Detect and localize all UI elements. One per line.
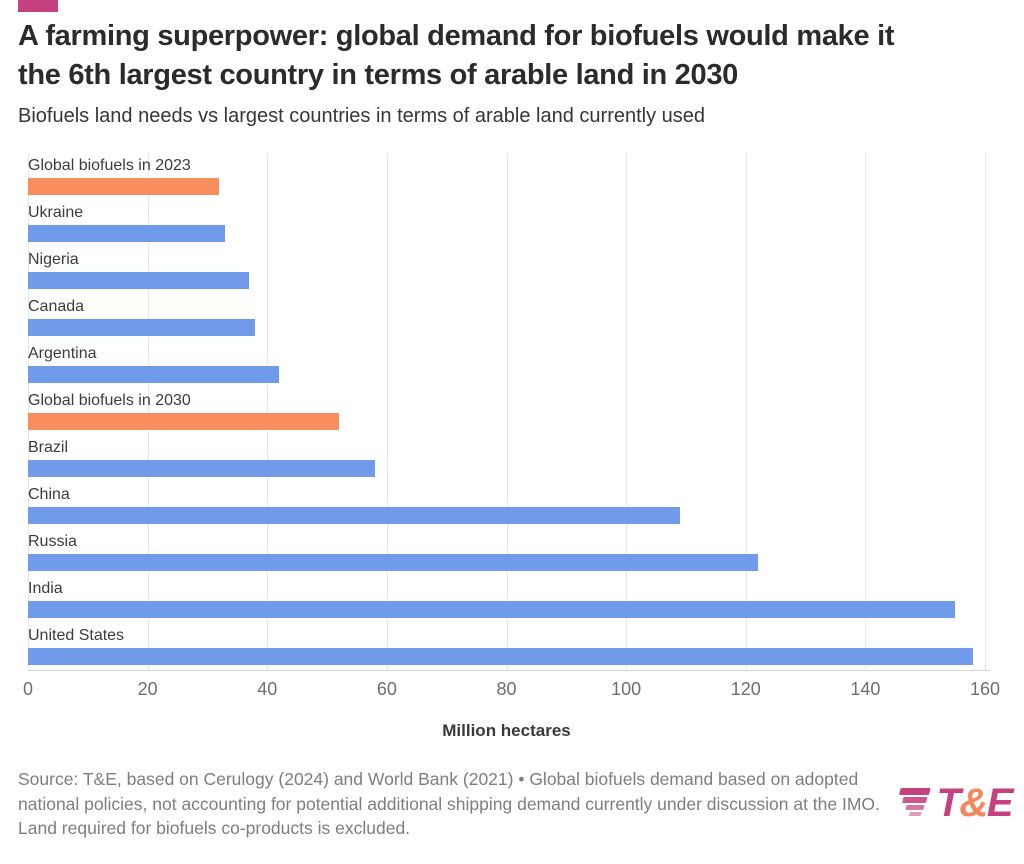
gridline-x-160	[985, 153, 986, 670]
bar-global-biofuels-in-2023	[28, 178, 220, 195]
bar-canada	[28, 319, 256, 336]
x-tick-label: 0	[22, 679, 34, 699]
x-tick-label: 140	[850, 679, 881, 699]
chart-title-line-1: A farming superpower: global demand for …	[18, 20, 895, 52]
category-label: Canada	[28, 298, 85, 315]
x-tick-label: 120	[730, 679, 761, 699]
gridline-x-100	[626, 153, 628, 670]
category-label: Argentina	[28, 345, 97, 362]
bar-china	[28, 507, 680, 524]
speed-line-2	[902, 797, 928, 803]
chart-title: A farming superpower: global demand for …	[18, 17, 1010, 95]
category-label: Global biofuels in 2030	[28, 392, 191, 409]
gridline-x-60	[386, 153, 388, 670]
category-label: United States	[28, 627, 125, 644]
bar-argentina	[28, 366, 280, 383]
chart-row: Argentina	[0, 341, 1024, 388]
chart-row: Brazil	[0, 435, 1024, 482]
te-logo-ampersand: &	[959, 781, 988, 825]
te-logo-speed-lines-icon	[890, 788, 932, 818]
x-tick-label: 20	[137, 679, 158, 699]
te-logo-letter-t: T	[936, 781, 960, 825]
x-tick-label: 40	[257, 679, 278, 699]
chart-subtitle: Biofuels land needs vs largest countries…	[18, 105, 706, 127]
source-note: Source: T&E, based on Cerulogy (2024) an…	[18, 769, 880, 838]
chart-row: Global biofuels in 2023	[0, 153, 1024, 200]
te-logo-text: T&E	[936, 781, 1014, 825]
gridline-x-40	[267, 153, 269, 670]
speed-line-1	[899, 788, 932, 795]
chart-row: United States	[0, 623, 1024, 670]
bar-nigeria	[28, 272, 250, 289]
bar-india	[28, 601, 956, 618]
chart-title-line-2: the 6th largest country in terms of arab…	[18, 59, 738, 91]
chart-row: Canada	[0, 294, 1024, 341]
brand-accent-block	[18, 0, 58, 12]
speed-line-4	[909, 812, 923, 816]
gridline-x-0	[28, 153, 29, 670]
category-label: China	[28, 486, 70, 503]
category-label: Global biofuels in 2023	[28, 157, 191, 174]
x-tick-label: 160	[969, 679, 1001, 699]
te-logo: T&E	[890, 781, 1014, 825]
category-label: Brazil	[28, 439, 69, 456]
gridline-x-120	[745, 153, 747, 670]
bar-global-biofuels-in-2030	[28, 413, 339, 430]
speed-line-3	[905, 805, 925, 810]
category-label: India	[28, 580, 63, 597]
x-tick-label: 100	[611, 679, 642, 699]
chart-row: Russia	[0, 529, 1024, 576]
x-tick-label: 80	[496, 679, 517, 699]
x-axis-label: Million hectares	[442, 721, 571, 740]
bar-chart-plot-area: Global biofuels in 2023 Ukraine Nigeria Can…	[0, 153, 1024, 670]
chart-row: Nigeria	[0, 247, 1024, 294]
x-axis-line	[28, 670, 990, 671]
chart-row: India	[0, 576, 1024, 623]
gridline-x-80	[506, 153, 508, 670]
bar-ukraine	[28, 225, 226, 242]
category-label: Nigeria	[28, 251, 79, 268]
bar-russia	[28, 554, 758, 571]
gridline-x-20	[147, 153, 149, 670]
category-label: Ukraine	[28, 204, 84, 221]
gridline-x-140	[865, 153, 867, 670]
chart-row: Global biofuels in 2030	[0, 388, 1024, 435]
bar-united-states	[28, 648, 973, 665]
x-tick-label: 60	[376, 679, 397, 699]
chart-row: China	[0, 482, 1024, 529]
chart-row: Ukraine	[0, 200, 1024, 247]
category-label: Russia	[28, 533, 77, 550]
te-logo-letter-e: E	[986, 781, 1014, 825]
x-axis-ticks: 0 20 40 60 80 100 120 140 160	[0, 679, 1024, 703]
bar-brazil	[28, 460, 375, 477]
